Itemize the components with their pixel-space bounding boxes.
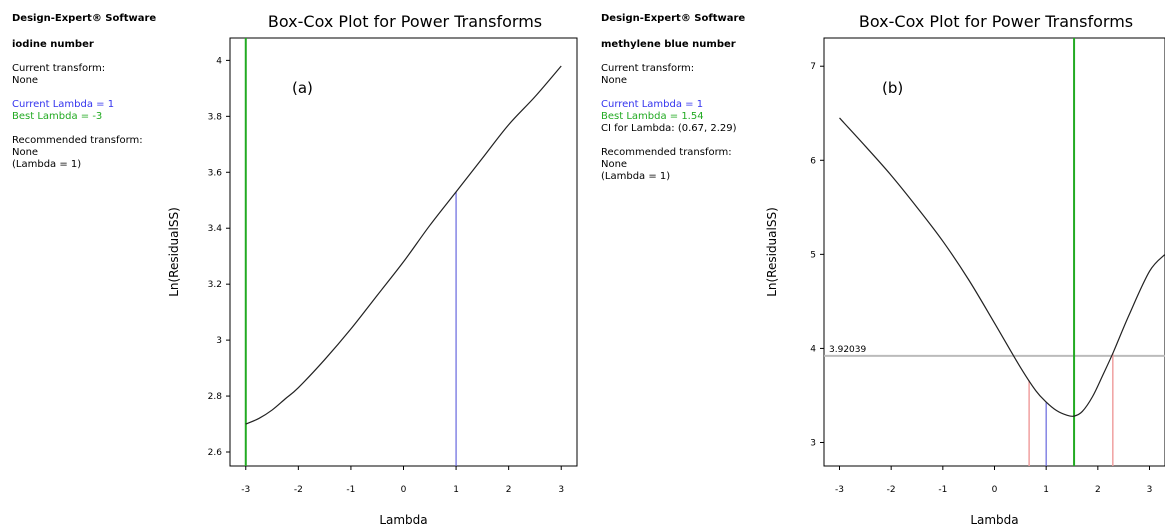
response-name: iodine number <box>12 39 94 50</box>
chart-b: Box-Cox Plot for Power Transforms Lambda L… <box>765 12 1165 527</box>
y-tick-label: 5 <box>810 250 816 260</box>
x-tick-label: 3 <box>1147 485 1153 495</box>
x-tick-label: -3 <box>241 485 250 495</box>
y-tick-label: 3.6 <box>208 168 223 178</box>
recommended-transform-value: None <box>12 147 39 158</box>
info-panel-a: Design-Expert® Software iodine number Cu… <box>12 13 182 171</box>
panel-label: (b) <box>882 79 903 97</box>
chart-title: Box-Cox Plot for Power Transforms <box>859 12 1133 31</box>
info-panel-b: Design-Expert® Software methylene blue n… <box>601 13 781 183</box>
y-tick-label: 7 <box>810 62 816 72</box>
x-tick-label: 0 <box>401 485 407 495</box>
chart-title: Box-Cox Plot for Power Transforms <box>268 12 542 31</box>
software-label: Design-Expert® Software <box>12 13 157 24</box>
x-tick-label: 3 <box>558 485 564 495</box>
response-name: methylene blue number <box>601 39 736 50</box>
x-tick-label: 2 <box>1095 485 1101 495</box>
x-tick-label: 1 <box>1043 485 1049 495</box>
best-lambda-text: Best Lambda = -3 <box>12 111 103 122</box>
y-tick-label: 6 <box>810 156 816 166</box>
current-transform-label: Current transform: <box>12 63 106 74</box>
y-axis-label: Ln(ResidualSS) <box>167 207 181 297</box>
recommended-transform-label: Recommended transform: <box>12 135 143 146</box>
current-transform-value: None <box>601 75 628 86</box>
ci-lambda-text: CI for Lambda: (0.67, 2.29) <box>601 123 737 134</box>
x-axis-label: Lambda <box>379 513 427 527</box>
current-transform-value: None <box>12 75 39 86</box>
x-tick-label: 2 <box>506 485 512 495</box>
x-tick-label: 0 <box>992 485 998 495</box>
x-tick-label: -2 <box>887 485 896 495</box>
current-lambda-text: Current Lambda = 1 <box>601 99 704 110</box>
x-tick-label: 1 <box>453 485 459 495</box>
box-cox-curve <box>245 65 562 425</box>
x-tick-label: -3 <box>835 485 844 495</box>
recommended-transform-value: None <box>601 159 628 170</box>
software-label: Design-Expert® Software <box>601 13 746 24</box>
plot-frame <box>823 37 1165 467</box>
recommended-transform-label: Recommended transform: <box>601 147 732 158</box>
chart-a: Box-Cox Plot for Power Transforms Lambda L… <box>167 12 578 527</box>
x-tick-label: -1 <box>346 485 355 495</box>
x-axis-label: Lambda <box>970 513 1018 527</box>
y-tick-label: 3 <box>810 438 816 448</box>
y-tick-label: 3.2 <box>208 280 222 290</box>
x-tick-label: -1 <box>938 485 947 495</box>
y-tick-label: 4 <box>216 56 222 66</box>
x-tick-label: -2 <box>294 485 303 495</box>
current-transform-label: Current transform: <box>601 63 695 74</box>
y-tick-label: 2.6 <box>208 448 223 458</box>
y-tick-label: 4 <box>810 344 816 354</box>
panel-label: (a) <box>292 79 313 97</box>
best-lambda-text: Best Lambda = 1.54 <box>601 111 704 122</box>
current-lambda-text: Current Lambda = 1 <box>12 99 115 110</box>
y-tick-label: 2.8 <box>208 392 223 402</box>
box-cox-curve <box>839 117 1165 417</box>
recommended-lambda: (Lambda = 1) <box>601 171 671 182</box>
y-axis-label: Ln(ResidualSS) <box>765 207 779 297</box>
y-tick-label: 3.8 <box>208 112 223 122</box>
threshold-label: 3.92039 <box>829 345 866 355</box>
y-tick-label: 3 <box>216 336 222 346</box>
recommended-lambda: (Lambda = 1) <box>12 159 82 170</box>
y-tick-label: 3.4 <box>208 224 223 234</box>
